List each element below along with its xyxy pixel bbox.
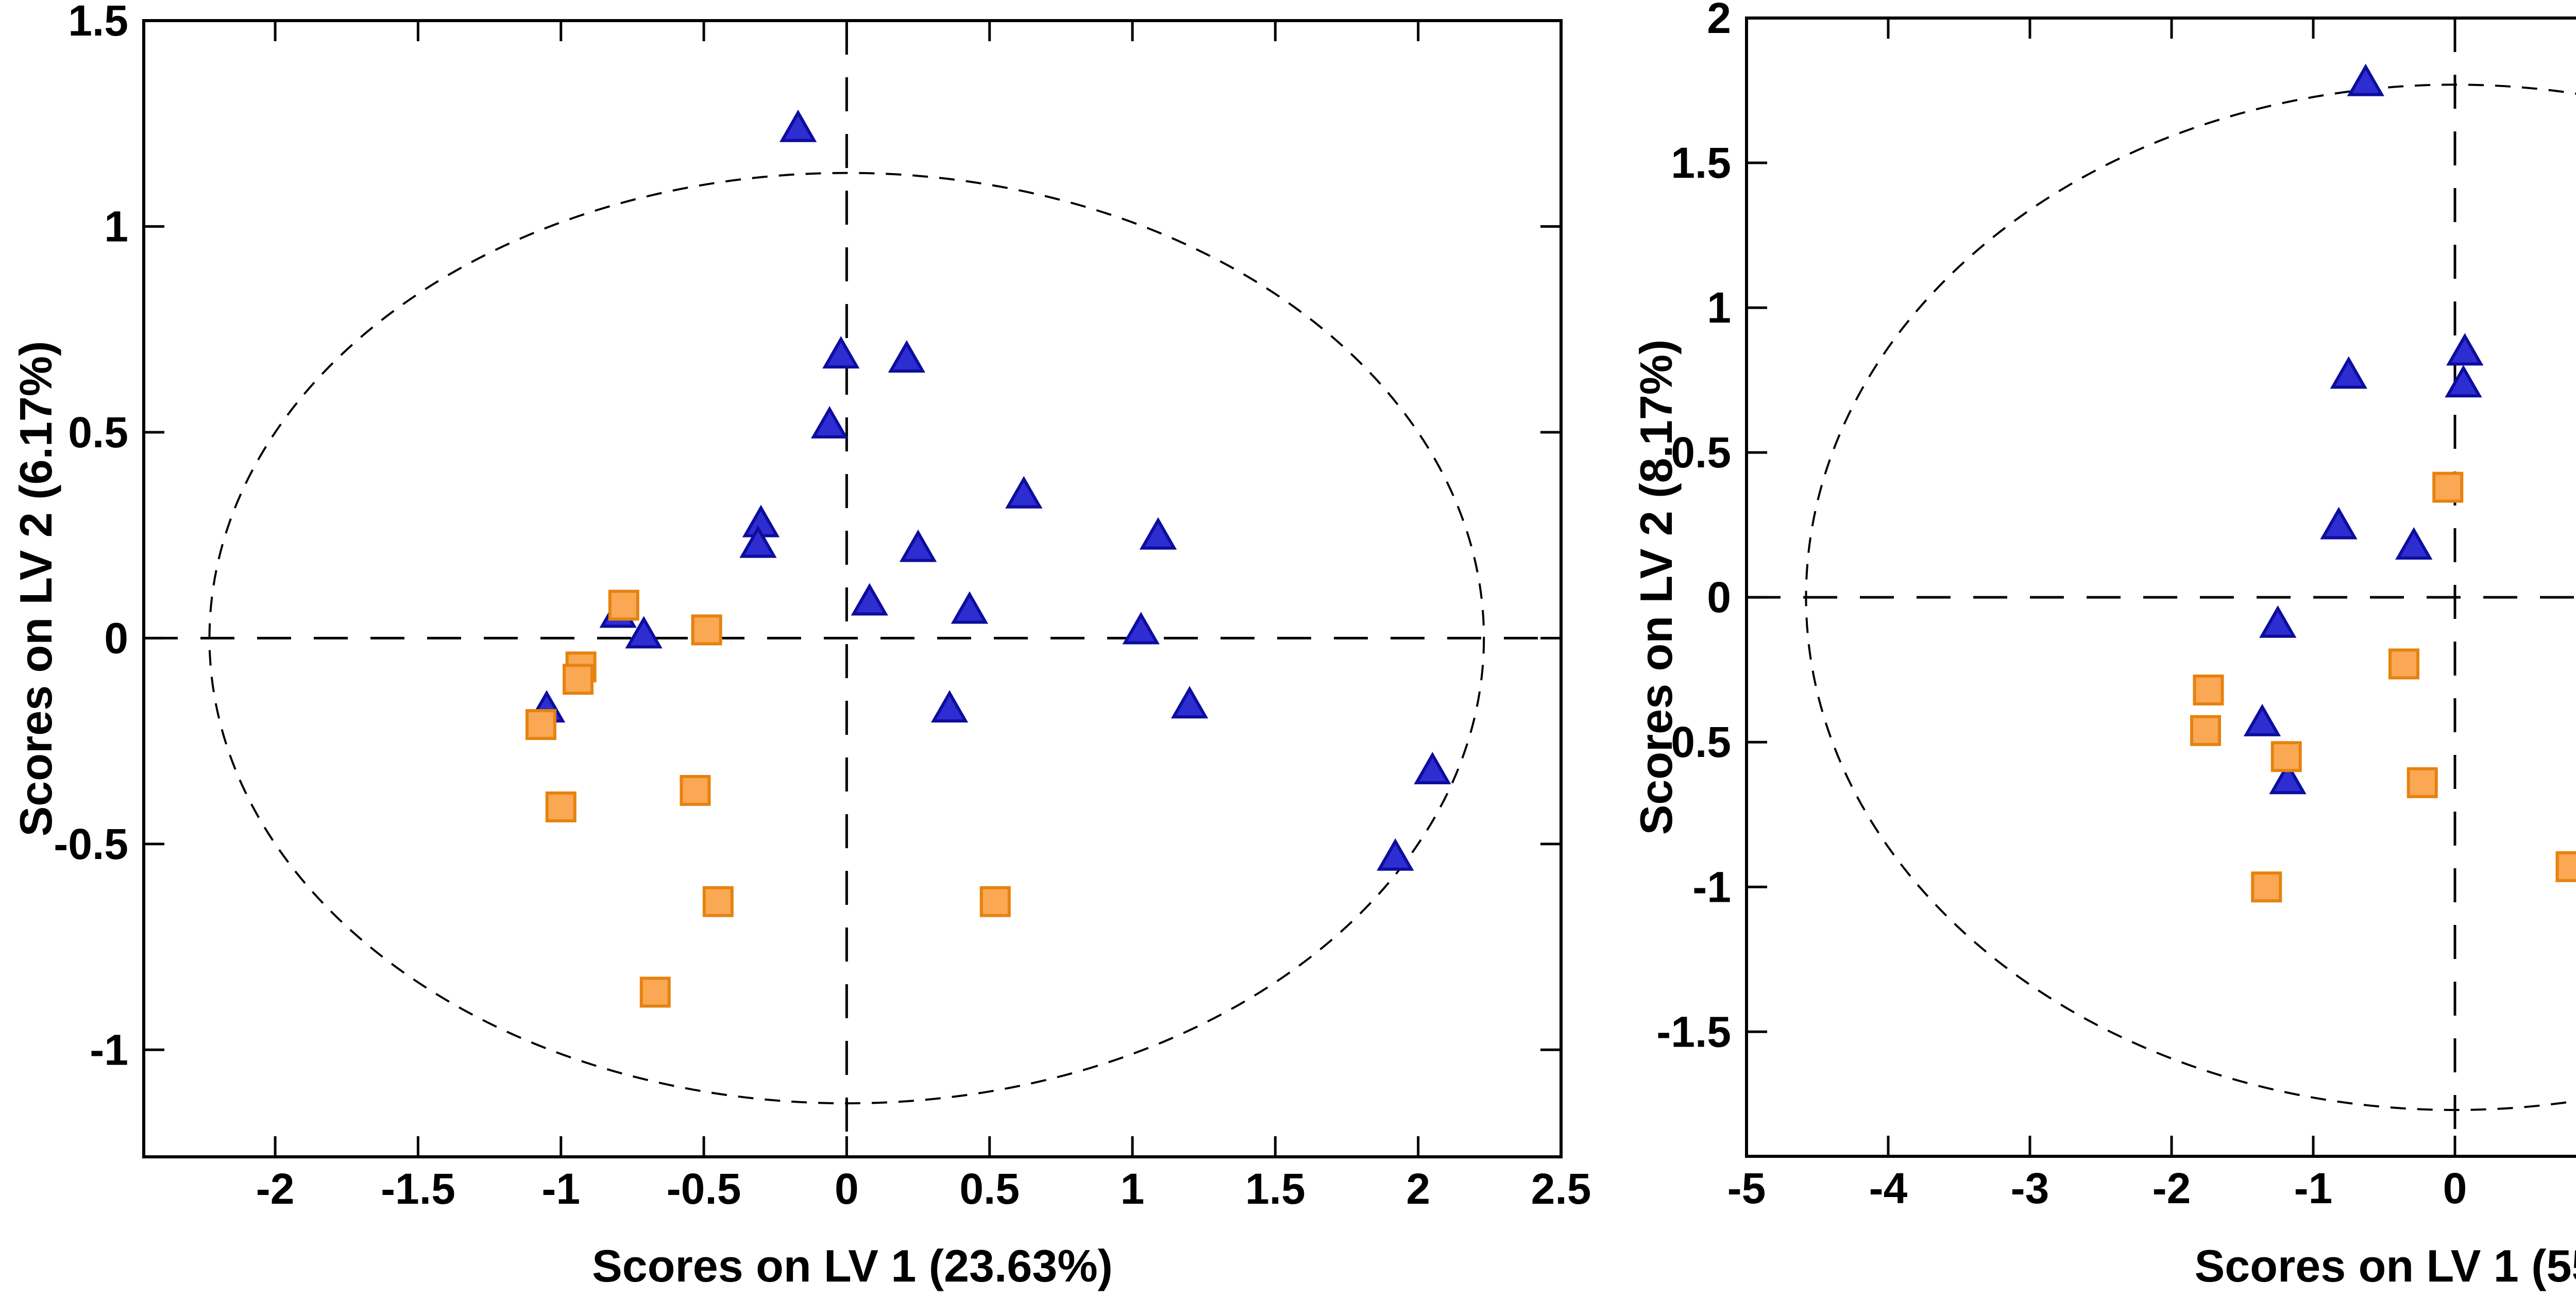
y-tick-label: -1: [1692, 863, 1731, 911]
x-tick-label: -2: [2153, 1164, 2191, 1212]
x-axis-label: Scores on LV 1 (55.02%): [2195, 1240, 2576, 1291]
x-tick-label: 1.5: [1245, 1165, 1306, 1213]
x-tick-label: -4: [1869, 1164, 1908, 1212]
plot-frame: [1747, 18, 2576, 1156]
y-tick-label: 1: [1707, 283, 1731, 332]
data-point-triangle: [814, 409, 845, 437]
y-tick-label: 0.5: [68, 408, 128, 457]
right-score-plot: -5-4-3-2-1012345-1.5-1-0.500.511.52Score…: [1631, 0, 2576, 1291]
data-point-square: [981, 888, 1009, 916]
data-point-square: [527, 711, 555, 738]
data-point-square: [2557, 853, 2576, 881]
x-tick-label: 0: [835, 1165, 859, 1213]
data-point-square: [564, 665, 592, 693]
data-point-triangle: [2333, 359, 2365, 387]
x-tick-label: -0.5: [667, 1165, 741, 1213]
data-point-triangle: [854, 586, 886, 614]
x-tick-label: -3: [2011, 1164, 2049, 1212]
data-point-triangle: [1416, 755, 1448, 783]
data-point-triangle: [782, 113, 814, 141]
y-tick-label: -0.5: [54, 820, 128, 868]
data-point-square: [2409, 769, 2436, 797]
y-tick-label: 1: [104, 202, 128, 250]
data-point-square: [2252, 873, 2280, 901]
data-point-square: [2390, 650, 2418, 678]
data-point-triangle: [1125, 615, 1157, 643]
data-point-triangle: [934, 693, 965, 721]
data-point-square: [681, 777, 709, 804]
y-tick-label: 1.5: [68, 0, 128, 45]
data-point-triangle: [2449, 336, 2481, 364]
x-tick-label: -1: [541, 1165, 580, 1213]
data-point-triangle: [2448, 368, 2480, 396]
plot-frame: [144, 21, 1561, 1157]
data-point-square: [2195, 676, 2223, 704]
x-axis-label: Scores on LV 1 (23.63%): [592, 1240, 1113, 1291]
data-point-square: [547, 793, 575, 821]
data-point-triangle: [2398, 530, 2430, 558]
y-tick-label: -1.5: [1656, 1007, 1731, 1056]
data-point-triangle: [902, 533, 934, 561]
x-tick-label: -1: [2294, 1164, 2333, 1212]
data-point-square: [704, 888, 732, 916]
data-point-square: [610, 591, 638, 619]
y-tick-label: 0: [1707, 573, 1731, 621]
data-point-triangle: [891, 343, 923, 371]
data-point-square: [2434, 474, 2462, 501]
data-point-square: [693, 616, 721, 644]
data-point-triangle: [2350, 67, 2382, 95]
y-tick-label: -1: [90, 1025, 128, 1074]
data-point-triangle: [1142, 520, 1174, 548]
data-point-triangle: [825, 339, 857, 367]
x-tick-label: 1: [1121, 1165, 1145, 1213]
x-tick-label: -2: [256, 1165, 295, 1213]
x-tick-label: -1.5: [381, 1165, 455, 1213]
data-point-triangle: [2323, 510, 2355, 538]
data-point-triangle: [2246, 707, 2278, 735]
data-point-triangle: [1008, 479, 1040, 507]
y-tick-label: 2: [1707, 0, 1731, 42]
data-point-square: [2273, 743, 2300, 770]
y-tick-label: 0: [104, 614, 128, 662]
data-point-square: [641, 978, 669, 1006]
x-tick-label: -5: [1727, 1164, 1766, 1212]
data-point-triangle: [1379, 841, 1411, 869]
data-point-triangle: [954, 594, 986, 622]
x-tick-label: 2: [1406, 1165, 1430, 1213]
y-axis-label: Scores on LV 2 (8.17%): [1631, 340, 1682, 835]
data-point-triangle: [2262, 609, 2294, 636]
x-tick-label: 2.5: [1531, 1165, 1591, 1213]
x-tick-label: 0: [2443, 1164, 2467, 1212]
y-tick-label: 1.5: [1671, 139, 1731, 187]
left-score-plot: -2 -1.5 -1 -0.5 0 0.5 1 1.5 2 2.5 -1 -0.5 0 0.5 1 1.5 Sc…: [10, 0, 1591, 1291]
x-tick-label: 0.5: [959, 1165, 1020, 1213]
y-axis-label: Scores on LV 2 (6.17%): [10, 341, 61, 837]
data-point-square: [2192, 717, 2219, 745]
data-point-triangle: [1174, 689, 1206, 717]
